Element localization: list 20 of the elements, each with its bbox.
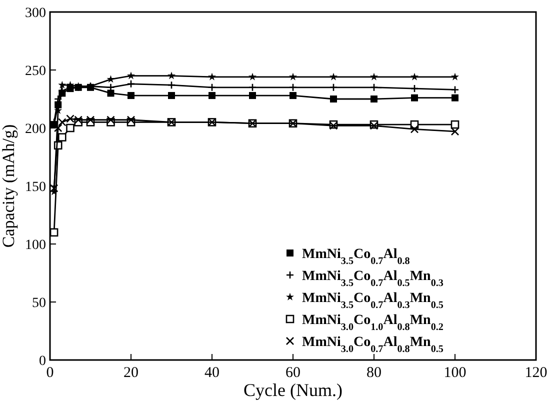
x-tick-label: 80	[366, 365, 382, 381]
x-axis-title: Cycle (Num.)	[244, 380, 342, 400]
legend-label: MmNi$_{3.5}$Co$_{0.7}$Al$_{0.5}$Mn$_{0.3}$	[302, 269, 444, 288]
y-tick-label: 50	[32, 296, 46, 311]
y-tick-label: 100	[25, 238, 46, 253]
y-tick-label: 200	[25, 122, 46, 137]
x-tick-label: 40	[204, 365, 220, 381]
legend-label: MmNi$_{3.0}$Co$_{1.0}$Al$_{0.8}$Mn$_{0.2}$	[302, 313, 444, 332]
x-tick-label: 100	[444, 365, 466, 381]
y-tick-label: 0	[39, 354, 46, 369]
legend-label: MmNi$_{3.0}$Co$_{0.7}$Al$_{0.8}$Mn$_{0.5}$	[302, 335, 444, 354]
legend-label: MmNi$_{3.5}$Co$_{0.7}$Al$_{0.3}$Mn$_{0.5}$	[302, 291, 444, 310]
x-tick-label: 20	[124, 365, 138, 381]
x-tick-label: 120	[524, 365, 548, 381]
y-tick-label: 150	[25, 180, 46, 195]
x-tick-label: 60	[286, 365, 300, 381]
legend-label: MmNi$_{3.5}$Co$_{0.7}$Al$_{0.8}$	[302, 247, 410, 266]
y-axis-title: Capacity (mAh/g)	[0, 124, 18, 248]
y-tick-label: 250	[25, 64, 46, 79]
y-tick-label: 300	[25, 6, 46, 21]
